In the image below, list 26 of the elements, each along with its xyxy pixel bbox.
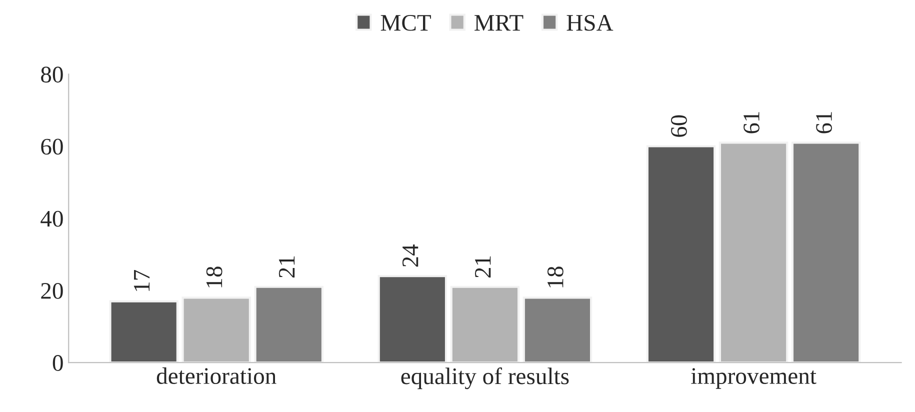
- bar: [522, 296, 592, 363]
- data-label: 18: [547, 266, 564, 288]
- bar: [109, 300, 178, 363]
- data-label: 24: [402, 244, 418, 267]
- data-label: 17: [134, 270, 150, 291]
- legend-label: MCT: [380, 14, 431, 31]
- data-label: 21: [474, 256, 491, 278]
- y-tick-label: 0: [52, 355, 63, 371]
- y-tick-label: 20: [41, 282, 63, 299]
- data-label: 21: [278, 256, 295, 278]
- x-tick-label: deterioration: [156, 367, 276, 384]
- bar: [646, 145, 716, 363]
- legend-label: MRT: [474, 15, 524, 31]
- y-tick-label: 80: [41, 66, 63, 83]
- x-tick-label: equality of results: [401, 367, 569, 390]
- bar: [254, 286, 324, 363]
- data-label: 18: [206, 266, 222, 288]
- x-tick-label: improvement: [691, 368, 816, 389]
- y-tick-label: 40: [40, 210, 63, 227]
- y-tick-label: 60: [41, 138, 63, 155]
- bar: [791, 142, 861, 363]
- data-label: 61: [816, 112, 832, 134]
- bar: [378, 274, 448, 363]
- legend-label: HSA: [566, 14, 614, 31]
- data-label: 60: [671, 115, 687, 137]
- data-label: 61: [744, 112, 760, 134]
